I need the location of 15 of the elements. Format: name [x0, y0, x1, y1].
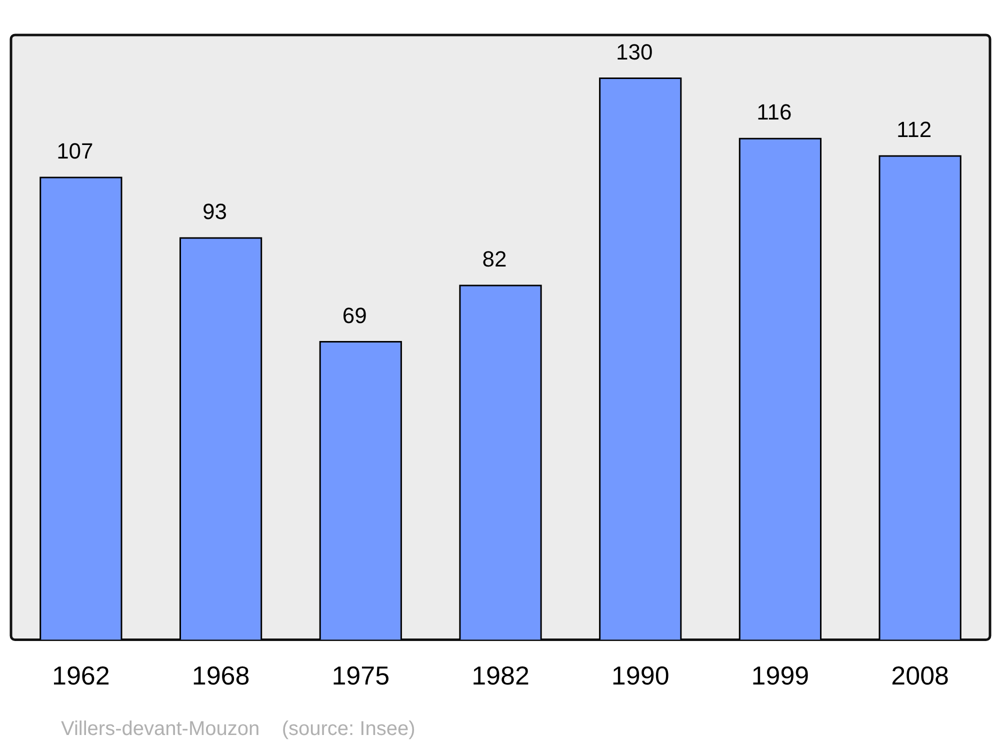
data-label: 93	[202, 199, 228, 224]
x-tick-label: 2008	[891, 660, 949, 691]
data-label: 130	[616, 39, 653, 64]
data-label: 82	[482, 246, 507, 272]
data-label: 112	[896, 117, 932, 142]
data-label: 116	[756, 100, 792, 125]
x-tick-label: 1990	[611, 660, 670, 691]
x-tick-label: 1968	[192, 660, 250, 691]
x-tick-label: 1982	[472, 660, 530, 691]
x-tick-label: 1962	[52, 660, 110, 691]
data-label: 69	[342, 302, 367, 328]
x-tick-label: 1975	[332, 660, 390, 691]
data-label: 107	[56, 138, 94, 164]
x-tick-label: 1999	[751, 660, 810, 691]
text: Villers-devant-Mouzon (source: Insee)	[61, 718, 416, 740]
